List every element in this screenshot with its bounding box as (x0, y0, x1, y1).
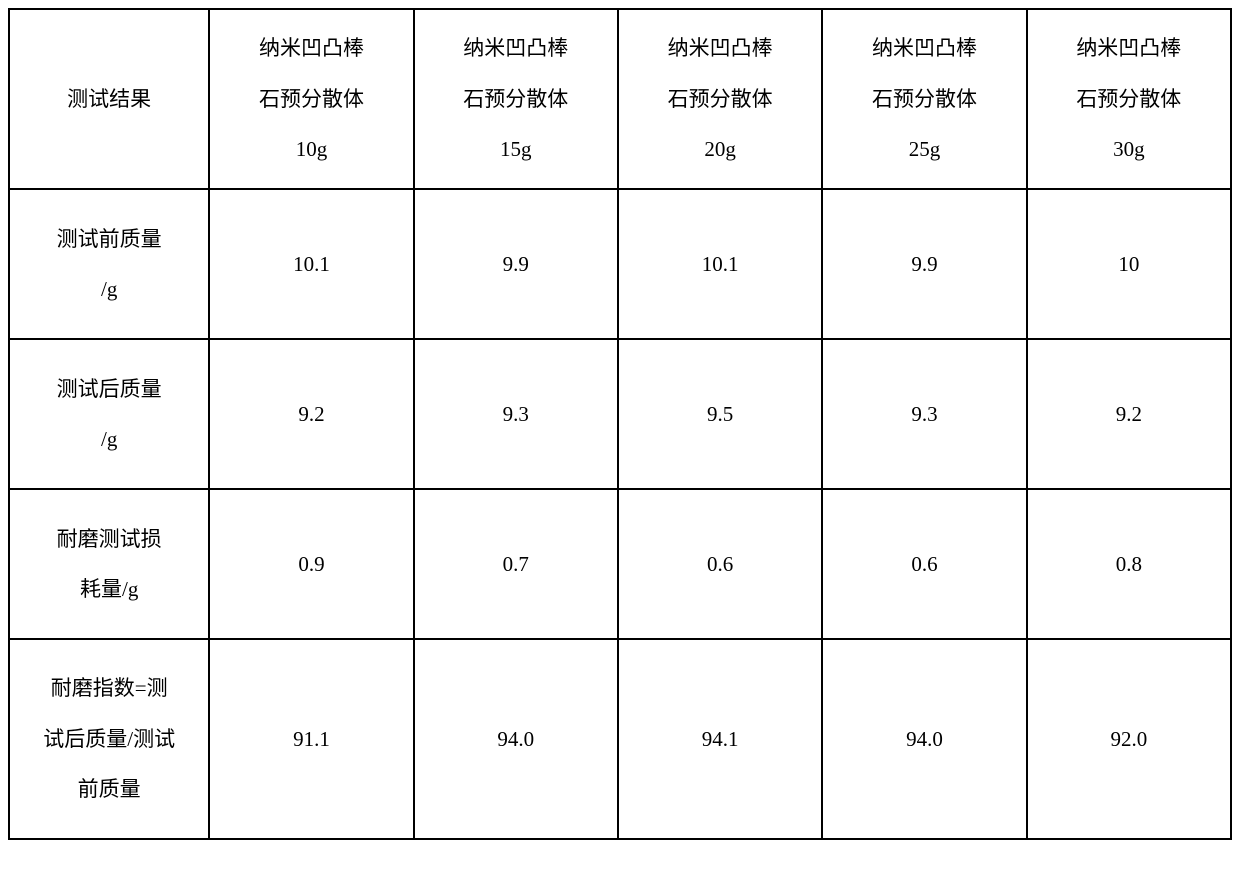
data-cell: 0.6 (822, 489, 1026, 639)
header-col-15g: 纳米凹凸棒 石预分散体 15g (414, 9, 618, 189)
row-label: 前质量 (78, 777, 141, 801)
header-col-20g: 纳米凹凸棒 石预分散体 20g (618, 9, 822, 189)
header-text: 石预分散体 (668, 87, 773, 111)
table-header-row: 测试结果 纳米凹凸棒 石预分散体 10g 纳米凹凸棒 石预分散体 15g 纳米凹… (9, 9, 1231, 189)
cell-value: 9.9 (911, 252, 937, 276)
table-row: 耐磨指数=测 试后质量/测试 前质量 91.1 94.0 94.1 94.0 9… (9, 639, 1231, 839)
header-text: 纳米凹凸棒 (872, 36, 977, 60)
row-label: 测试后质量 (57, 377, 162, 401)
data-cell: 94.1 (618, 639, 822, 839)
data-cell: 10 (1027, 189, 1231, 339)
data-cell: 92.0 (1027, 639, 1231, 839)
cell-value: 9.2 (1116, 402, 1142, 426)
cell-value: 9.3 (503, 402, 529, 426)
data-cell: 91.1 (209, 639, 413, 839)
row-label: /g (101, 277, 117, 301)
cell-value: 92.0 (1110, 727, 1147, 751)
data-cell: 9.2 (209, 339, 413, 489)
cell-value: 0.7 (503, 552, 529, 576)
table-row: 耐磨测试损 耗量/g 0.9 0.7 0.6 0.6 0.8 (9, 489, 1231, 639)
header-text: 纳米凹凸棒 (259, 36, 364, 60)
table-container: 测试结果 纳米凹凸棒 石预分散体 10g 纳米凹凸棒 石预分散体 15g 纳米凹… (0, 0, 1240, 848)
cell-value: 10.1 (702, 252, 739, 276)
row-label-cell: 耐磨指数=测 试后质量/测试 前质量 (9, 639, 209, 839)
cell-value: 0.6 (911, 552, 937, 576)
row-label: 测试前质量 (57, 227, 162, 251)
cell-value: 0.9 (298, 552, 324, 576)
row-label: 耗量/g (80, 577, 138, 601)
header-text: 30g (1113, 137, 1145, 161)
cell-value: 10 (1118, 252, 1139, 276)
table-row: 测试后质量 /g 9.2 9.3 9.5 9.3 9.2 (9, 339, 1231, 489)
row-label: 耐磨测试损 (57, 527, 162, 551)
row-label-cell: 耐磨测试损 耗量/g (9, 489, 209, 639)
data-cell: 9.2 (1027, 339, 1231, 489)
header-col-30g: 纳米凹凸棒 石预分散体 30g (1027, 9, 1231, 189)
data-cell: 94.0 (414, 639, 618, 839)
cell-value: 9.9 (503, 252, 529, 276)
data-cell: 9.3 (414, 339, 618, 489)
row-label: 试后质量/测试 (43, 727, 175, 751)
data-cell: 0.6 (618, 489, 822, 639)
header-label-cell: 测试结果 (9, 9, 209, 189)
data-cell: 9.3 (822, 339, 1026, 489)
header-text: 石预分散体 (463, 87, 568, 111)
data-cell: 9.5 (618, 339, 822, 489)
data-cell: 9.9 (414, 189, 618, 339)
data-cell: 10.1 (209, 189, 413, 339)
header-text: 20g (704, 137, 736, 161)
data-table: 测试结果 纳米凹凸棒 石预分散体 10g 纳米凹凸棒 石预分散体 15g 纳米凹… (8, 8, 1232, 840)
data-cell: 94.0 (822, 639, 1026, 839)
cell-value: 10.1 (293, 252, 330, 276)
cell-value: 9.2 (298, 402, 324, 426)
data-cell: 0.8 (1027, 489, 1231, 639)
row-label: /g (101, 427, 117, 451)
row-label-cell: 测试后质量 /g (9, 339, 209, 489)
cell-value: 91.1 (293, 727, 330, 751)
header-text: 15g (500, 137, 532, 161)
header-col-10g: 纳米凹凸棒 石预分散体 10g (209, 9, 413, 189)
header-text: 25g (909, 137, 941, 161)
data-cell: 0.7 (414, 489, 618, 639)
table-row: 测试前质量 /g 10.1 9.9 10.1 9.9 10 (9, 189, 1231, 339)
header-text: 纳米凹凸棒 (668, 36, 773, 60)
header-text: 10g (296, 137, 328, 161)
row-label-cell: 测试前质量 /g (9, 189, 209, 339)
data-cell: 0.9 (209, 489, 413, 639)
row-label: 耐磨指数=测 (51, 676, 168, 700)
cell-value: 94.1 (702, 727, 739, 751)
cell-value: 94.0 (497, 727, 534, 751)
header-text: 石预分散体 (872, 87, 977, 111)
header-text: 石预分散体 (1076, 87, 1181, 111)
data-cell: 9.9 (822, 189, 1026, 339)
cell-value: 9.5 (707, 402, 733, 426)
header-label: 测试结果 (67, 87, 151, 111)
cell-value: 9.3 (911, 402, 937, 426)
cell-value: 94.0 (906, 727, 943, 751)
header-text: 纳米凹凸棒 (1076, 36, 1181, 60)
header-text: 石预分散体 (259, 87, 364, 111)
cell-value: 0.6 (707, 552, 733, 576)
data-cell: 10.1 (618, 189, 822, 339)
header-col-25g: 纳米凹凸棒 石预分散体 25g (822, 9, 1026, 189)
header-text: 纳米凹凸棒 (463, 36, 568, 60)
cell-value: 0.8 (1116, 552, 1142, 576)
